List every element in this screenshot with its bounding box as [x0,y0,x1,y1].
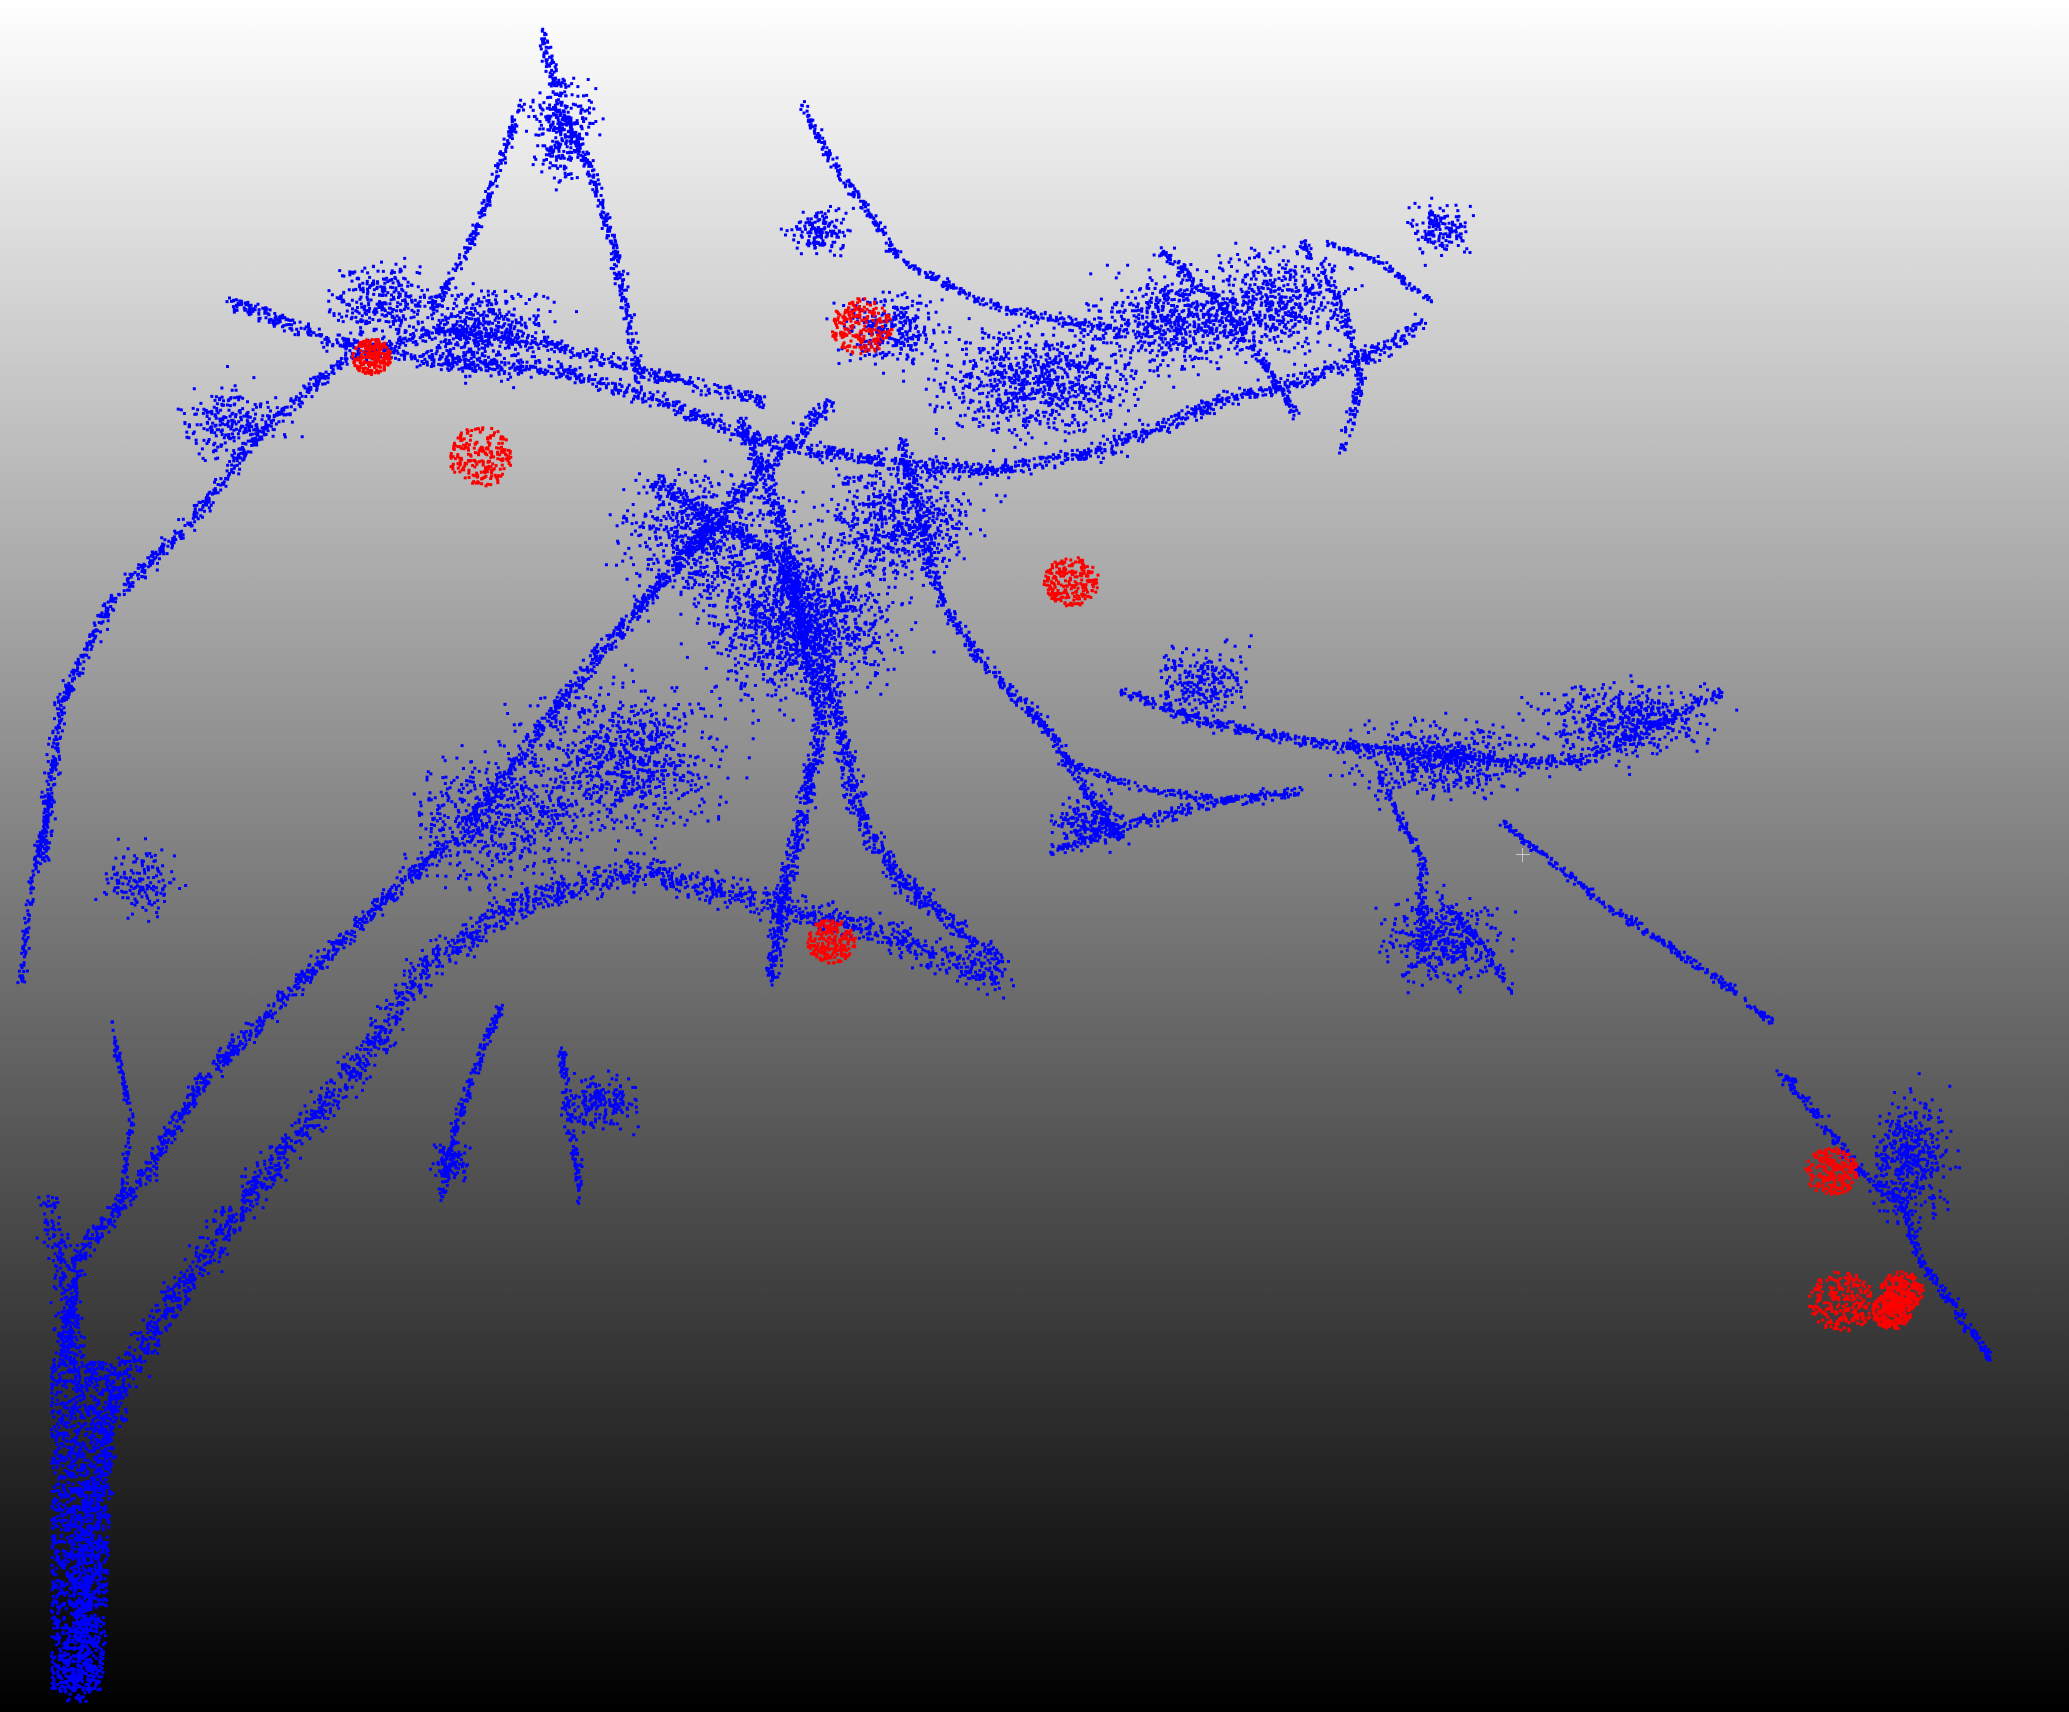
branch-point-layer [16,27,1992,1704]
fruit-point-layer [351,297,1925,1333]
crosshair-icon [1516,848,1530,862]
fruit-point-layer-points [351,297,1925,1333]
branch-point-layer-points [16,27,1992,1704]
